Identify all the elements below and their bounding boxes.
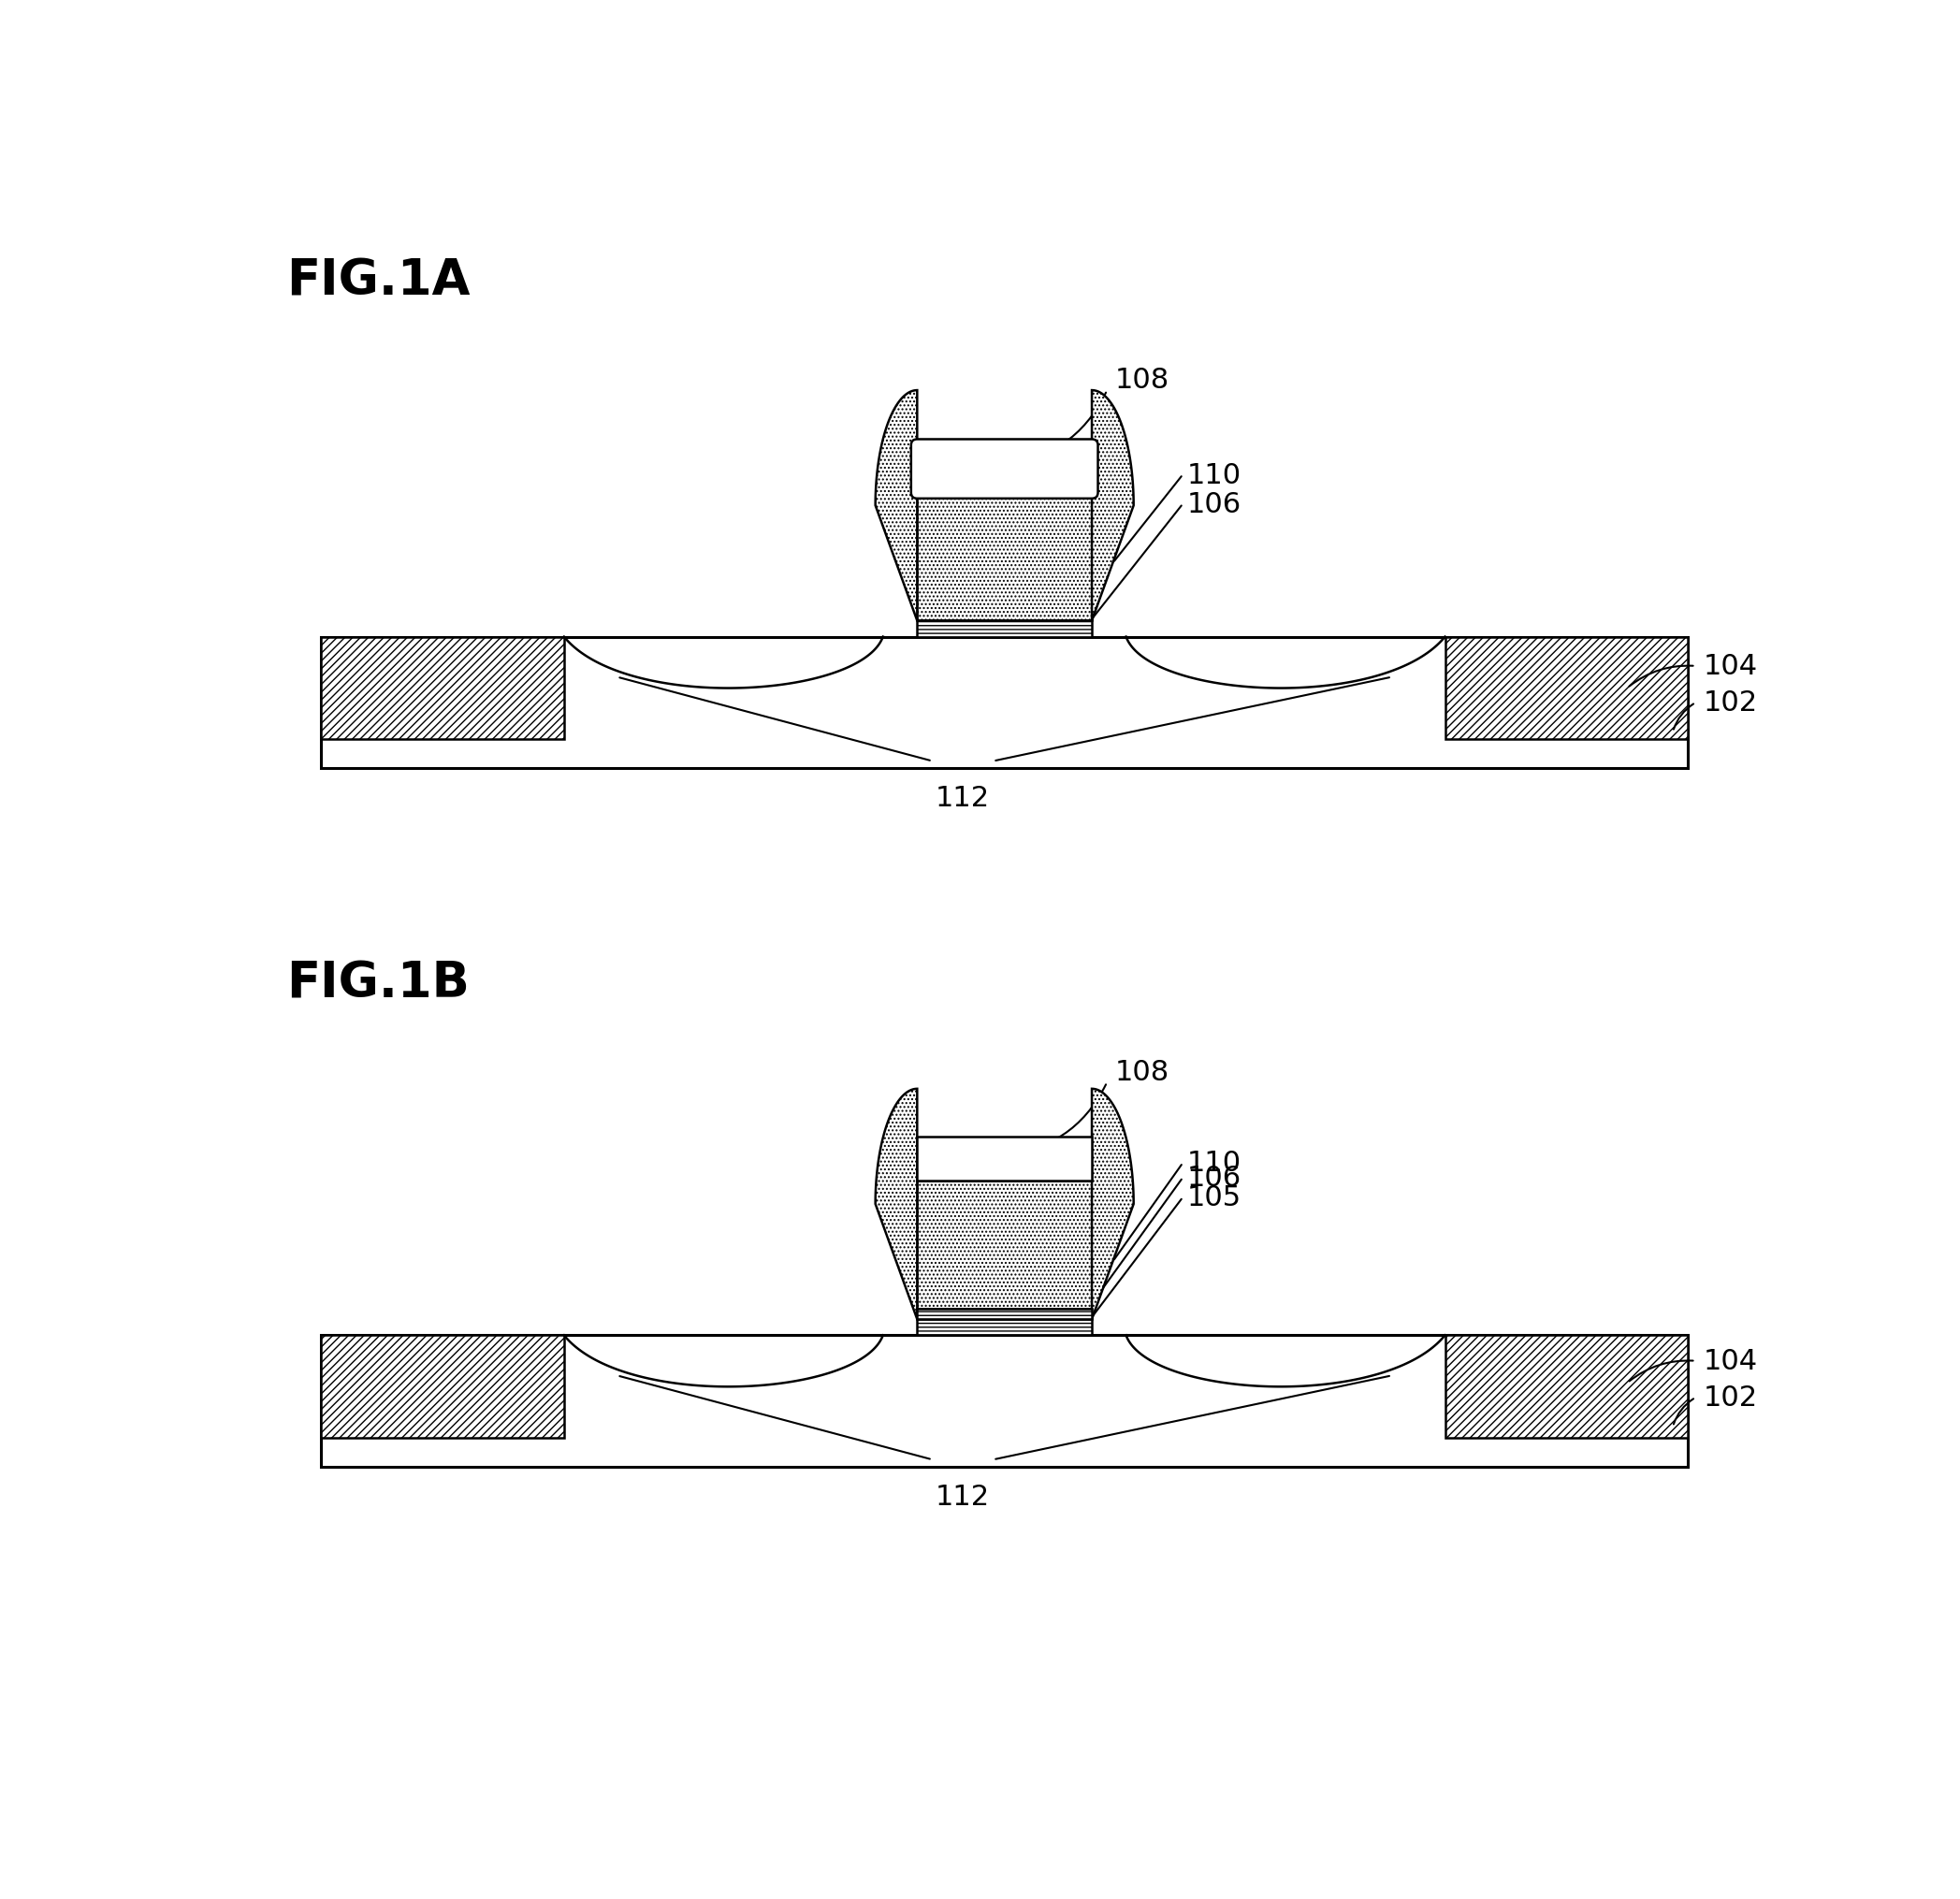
Bar: [1445, 638, 1688, 741]
Bar: [321, 1335, 1688, 1468]
FancyBboxPatch shape: [911, 441, 1098, 499]
Bar: [321, 1335, 564, 1438]
Polygon shape: [876, 1090, 917, 1320]
Bar: [917, 1181, 1092, 1308]
Bar: [917, 1138, 1092, 1181]
Text: 102: 102: [1703, 689, 1758, 716]
Bar: [917, 1308, 1092, 1320]
Text: 104: 104: [1703, 653, 1758, 680]
Text: 110: 110: [1188, 1149, 1241, 1177]
Text: 112: 112: [935, 1483, 990, 1510]
Bar: [321, 638, 1688, 769]
Polygon shape: [1092, 391, 1133, 621]
Text: 106: 106: [1188, 490, 1241, 518]
Text: 110: 110: [1188, 461, 1241, 488]
Polygon shape: [1092, 1090, 1133, 1320]
Text: 105: 105: [1188, 1183, 1241, 1212]
Text: FIG.1B: FIG.1B: [286, 959, 470, 1008]
Bar: [917, 1320, 1092, 1335]
Text: 112: 112: [935, 784, 990, 811]
Text: 106: 106: [1188, 1164, 1241, 1191]
Bar: [917, 494, 1092, 621]
Text: 108: 108: [1115, 367, 1168, 393]
Bar: [1445, 1335, 1688, 1438]
Text: 102: 102: [1703, 1384, 1758, 1411]
Bar: [917, 621, 1092, 638]
Text: 104: 104: [1703, 1348, 1758, 1375]
Polygon shape: [876, 391, 917, 621]
Text: FIG.1A: FIG.1A: [286, 256, 470, 306]
Bar: [321, 638, 564, 741]
Text: 108: 108: [1115, 1058, 1168, 1084]
